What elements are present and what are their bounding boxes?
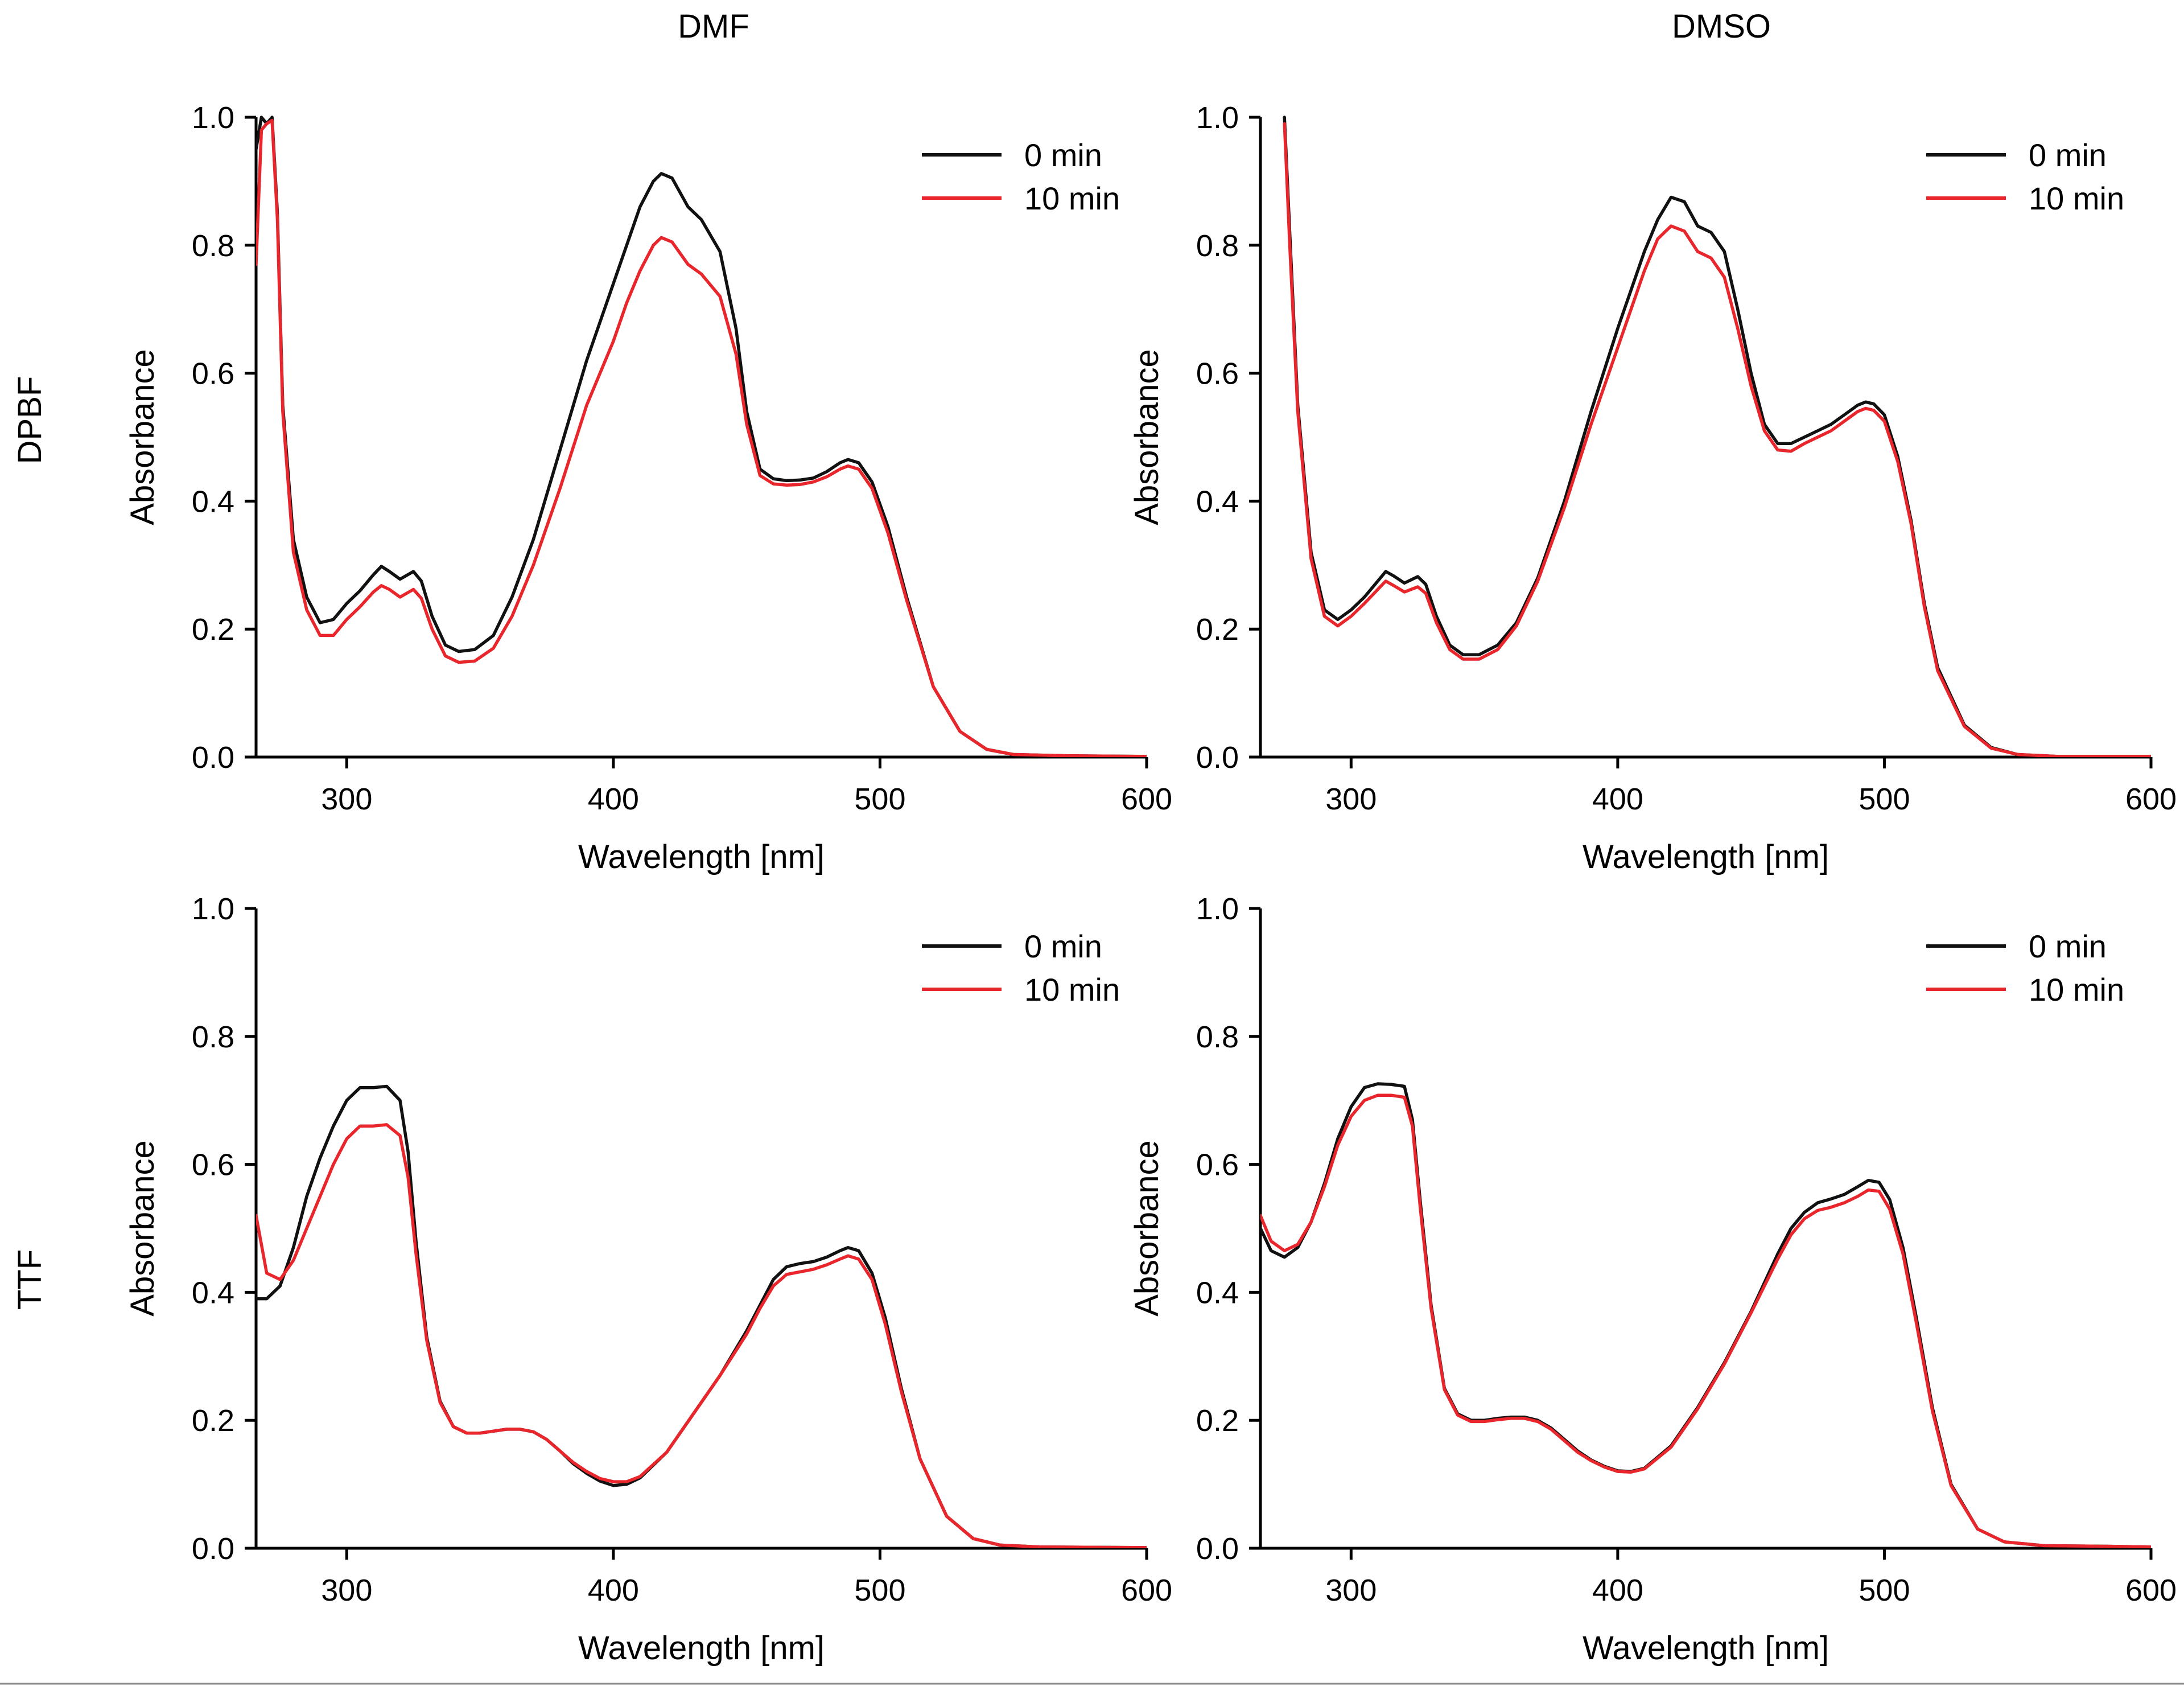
- y-tick-label: 0.4: [192, 1276, 234, 1310]
- y-tick-label: 1.0: [1196, 101, 1239, 135]
- legend-label: 10 min: [2029, 180, 2124, 216]
- y-tick-label: 0.0: [1196, 1532, 1239, 1566]
- y-tick-label: 0.6: [1196, 1148, 1239, 1182]
- x-tick-label: 500: [854, 782, 905, 816]
- panel-dpbf-dmf: 0.0 0.2 0.4 0.6 0.8 1.0 300 400 500 600 Wavelength…: [124, 101, 1172, 875]
- y-tick-label: 0.8: [1196, 1020, 1239, 1054]
- x-tick-label: 400: [588, 1573, 639, 1607]
- legend-label: 0 min: [2029, 137, 2107, 173]
- x-tick-label: 500: [1859, 1573, 1910, 1607]
- y-tick-label: 0.8: [192, 1020, 234, 1054]
- x-axis-label: Wavelength [nm]: [578, 838, 825, 875]
- series-line-10-min: [1283, 122, 2151, 757]
- legend-label: 0 min: [1024, 928, 1102, 964]
- x-tick-label: 400: [1592, 1573, 1643, 1607]
- x-axis-label: Wavelength [nm]: [578, 1630, 825, 1667]
- y-axis-label: Absorbance: [124, 349, 161, 525]
- y-tick-label: 0.4: [1196, 484, 1239, 519]
- series-line-0-min: [256, 1084, 1147, 1548]
- x-tick-label: 600: [1121, 782, 1172, 816]
- y-axis-label: Absorbance: [124, 1140, 161, 1317]
- row-title-ttf: TTF: [11, 1249, 48, 1310]
- y-tick-label: 0.2: [1196, 612, 1239, 647]
- y-tick-label: 0.4: [192, 484, 234, 519]
- legend-label: 0 min: [2029, 928, 2107, 964]
- y-tick-label: 0.8: [192, 229, 234, 263]
- legend-label: 10 min: [1024, 972, 1120, 1008]
- panel-ttf-dmso: 0.0 0.2 0.4 0.6 0.8 1.0 300 400 500 600 Wavelength…: [1128, 892, 2177, 1667]
- y-tick-label: 1.0: [192, 101, 234, 135]
- y-tick-label: 0.0: [192, 1532, 234, 1566]
- x-tick-label: 300: [321, 782, 372, 816]
- panel-dpbf-dmso: 0.0 0.2 0.4 0.6 0.8 1.0 300 400 500 600 Wavelength…: [1128, 101, 2177, 875]
- y-tick-label: 1.0: [192, 892, 234, 926]
- x-tick-label: 400: [1592, 782, 1643, 816]
- x-axis-label: Wavelength [nm]: [1583, 838, 1829, 875]
- column-title-dmf: DMF: [678, 8, 749, 45]
- x-axis-label: Wavelength [nm]: [1583, 1630, 1829, 1667]
- y-tick-label: 1.0: [1196, 892, 1239, 926]
- legend-label: 10 min: [1024, 180, 1120, 216]
- y-tick-label: 0.0: [1196, 741, 1239, 775]
- panels: 0.0 0.2 0.4 0.6 0.8 1.0 300 400 500 600 Wavelength…: [124, 101, 2177, 1667]
- row-title-dpbf: DPBF: [11, 376, 48, 464]
- y-tick-label: 0.4: [1196, 1276, 1239, 1310]
- y-tick-label: 0.6: [192, 357, 234, 391]
- legend-label: 0 min: [1024, 137, 1102, 173]
- x-tick-label: 300: [1325, 782, 1377, 816]
- series-line-0-min: [1283, 116, 2151, 757]
- x-tick-label: 600: [2125, 782, 2177, 816]
- series-line-10-min: [256, 118, 1147, 757]
- series-line-10-min: [256, 1123, 1147, 1548]
- y-axis-label: Absorbance: [1128, 1140, 1165, 1317]
- y-axis-label: Absorbance: [1128, 349, 1165, 525]
- x-tick-label: 500: [1859, 782, 1910, 816]
- series-line-0-min: [256, 116, 1147, 757]
- x-tick-label: 600: [1121, 1573, 1172, 1607]
- column-title-dmso: DMSO: [1672, 8, 1771, 45]
- y-tick-label: 0.0: [192, 741, 234, 775]
- y-tick-label: 0.2: [192, 1404, 234, 1438]
- x-tick-label: 400: [588, 782, 639, 816]
- y-tick-label: 0.6: [1196, 357, 1239, 391]
- panel-ttf-dmf: 0.0 0.2 0.4 0.6 0.8 1.0 300 400 500 600 Wavelength…: [124, 892, 1172, 1667]
- y-tick-label: 0.8: [1196, 229, 1239, 263]
- x-tick-label: 600: [2125, 1573, 2177, 1607]
- y-tick-label: 0.2: [192, 612, 234, 647]
- series-line-10-min: [1260, 1093, 2151, 1548]
- legend-label: 10 min: [2029, 972, 2124, 1008]
- y-tick-label: 0.6: [192, 1148, 234, 1182]
- series-line-0-min: [1260, 1082, 2151, 1548]
- x-tick-label: 300: [1325, 1573, 1377, 1607]
- x-tick-label: 300: [321, 1573, 372, 1607]
- y-tick-label: 0.2: [1196, 1404, 1239, 1438]
- x-tick-label: 500: [854, 1573, 905, 1607]
